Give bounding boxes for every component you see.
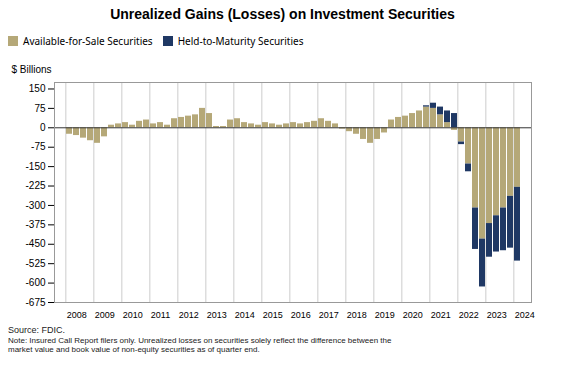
svg-text:2016: 2016	[291, 310, 311, 320]
svg-text:-75: -75	[31, 141, 46, 152]
svg-text:2011: 2011	[151, 310, 170, 320]
svg-text:-600: -600	[25, 277, 45, 288]
svg-text:-225: -225	[25, 180, 45, 191]
svg-text:-525: -525	[25, 258, 45, 269]
svg-text:$ Billions: $ Billions	[12, 64, 52, 75]
html-text:Unrealized Gains (Losses) on I: Unrealized Gains (Losses) on Investment …	[110, 6, 455, 22]
svg-text:0: 0	[40, 122, 46, 133]
svg-text:75: 75	[34, 103, 46, 114]
svg-text:2014: 2014	[235, 310, 255, 320]
svg-text:2018: 2018	[347, 310, 367, 320]
svg-text:2009: 2009	[95, 310, 115, 320]
svg-text:-150: -150	[25, 161, 45, 172]
svg-text:2015: 2015	[263, 310, 283, 320]
svg-text:2012: 2012	[179, 310, 199, 320]
html-text:Source: FDIC.: Source: FDIC.	[8, 325, 65, 335]
html-text:Held-to-Maturity Securities: Held-to-Maturity Securities	[177, 33, 304, 48]
svg-text:2024: 2024	[515, 310, 535, 320]
svg-text:2022: 2022	[459, 310, 479, 320]
svg-text:2010: 2010	[123, 310, 143, 320]
svg-text:2020: 2020	[403, 310, 423, 320]
html-text:Note: Insured Call Report file: Note: Insured Call Report filers only. U…	[8, 336, 392, 354]
svg-text:-300: -300	[25, 200, 45, 211]
svg-text:2023: 2023	[487, 310, 507, 320]
svg-text:-675: -675	[25, 297, 45, 308]
svg-text:2021: 2021	[431, 310, 451, 320]
svg-text:2019: 2019	[375, 310, 395, 320]
svg-text:2013: 2013	[207, 310, 227, 320]
svg-text:-450: -450	[25, 238, 45, 249]
svg-text:2008: 2008	[67, 310, 87, 320]
svg-text:2017: 2017	[319, 310, 339, 320]
svg-text:-375: -375	[25, 219, 45, 230]
html-text:Available-for-Sale Securities: Available-for-Sale Securities	[23, 33, 153, 48]
svg-text:150: 150	[29, 83, 46, 94]
